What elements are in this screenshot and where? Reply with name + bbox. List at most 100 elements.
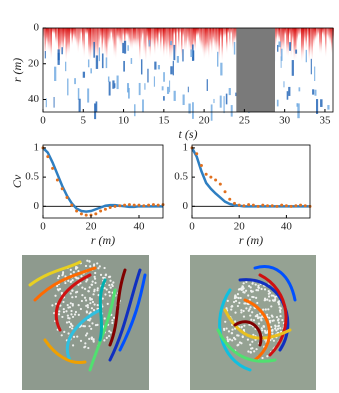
speckle <box>231 339 234 342</box>
speckle <box>227 340 230 343</box>
heatmap-texture <box>98 28 100 49</box>
data-point <box>266 204 270 208</box>
heatmap-texture <box>76 28 78 48</box>
heatmap-texture <box>53 96 55 108</box>
heatmap-texture <box>185 28 187 51</box>
heatmap-texture <box>140 28 142 46</box>
speckle <box>264 331 268 334</box>
heatmap-texture <box>211 28 213 56</box>
heatmap-texture <box>206 79 208 91</box>
y-tick-label: 40 <box>28 93 40 105</box>
speckle <box>99 273 103 276</box>
speckle <box>279 315 282 318</box>
heatmap-texture <box>229 28 231 49</box>
speckle <box>57 277 60 280</box>
speckle <box>249 286 252 289</box>
data-point <box>204 172 208 176</box>
speckle <box>267 295 271 298</box>
heatmap-texture <box>323 28 325 40</box>
heatmap-texture <box>214 28 216 50</box>
speckle <box>103 266 106 270</box>
heatmap-texture <box>108 81 111 96</box>
heatmap-texture <box>286 28 288 58</box>
heatmap-texture <box>292 28 294 44</box>
speckle <box>256 301 259 305</box>
heatmap-texture <box>145 28 147 64</box>
heatmap-texture <box>298 28 300 38</box>
speckle <box>277 301 280 305</box>
speckle <box>271 328 274 331</box>
speckle <box>226 338 229 341</box>
speckle <box>93 303 96 306</box>
y-axis-label: Cv <box>10 174 24 188</box>
speckle <box>87 290 90 293</box>
heatmap-texture <box>283 81 285 88</box>
fit-line <box>42 147 163 213</box>
speckle <box>230 308 233 311</box>
heatmap-texture <box>213 98 215 104</box>
speckle <box>90 327 93 330</box>
heatmap-texture <box>169 80 171 93</box>
heatmap-texture <box>65 28 67 63</box>
speckle <box>252 319 256 322</box>
speckle <box>276 319 280 322</box>
speckle <box>109 286 112 289</box>
data-point <box>55 178 59 182</box>
heatmap-texture <box>286 91 289 100</box>
heatmap-texture <box>302 28 304 61</box>
speckle <box>56 288 59 291</box>
heatmap-texture <box>226 28 228 55</box>
heatmap-texture <box>209 28 211 49</box>
x-tick-label: 40 <box>134 221 146 233</box>
heatmap-texture <box>105 57 108 69</box>
heatmap-texture <box>178 28 180 51</box>
speckle <box>96 287 99 290</box>
heatmap-texture <box>77 88 80 100</box>
speckle <box>237 334 240 337</box>
speckle <box>92 264 96 267</box>
speckle <box>243 324 246 327</box>
speckle <box>67 306 70 309</box>
heatmap-texture <box>304 28 306 44</box>
heatmap-texture <box>289 28 291 38</box>
heatmap-texture <box>143 28 145 57</box>
heatmap-texture <box>322 28 324 36</box>
heatmap-texture <box>140 59 143 75</box>
speckle <box>69 268 72 271</box>
speckle <box>59 304 62 307</box>
heatmap-texture <box>107 76 110 82</box>
speckle <box>76 335 79 338</box>
speckle <box>110 283 114 286</box>
heatmap-texture <box>297 103 300 119</box>
heatmap-texture <box>278 41 281 48</box>
speckle <box>248 285 251 288</box>
x-axis-label: r (m) <box>239 233 263 247</box>
heatmap-texture <box>192 102 194 119</box>
heatmap-texture <box>184 28 186 54</box>
speckle <box>259 316 263 319</box>
heatmap-texture <box>233 41 236 55</box>
heatmap-texture <box>283 28 285 54</box>
heatmap-texture <box>73 28 75 39</box>
heatmap-texture <box>123 40 127 54</box>
heatmap-texture <box>223 96 225 114</box>
heatmap-texture <box>123 60 125 72</box>
speckle <box>235 296 238 299</box>
data-point <box>209 175 213 179</box>
speckle <box>237 296 240 300</box>
heatmap-texture <box>161 28 163 44</box>
data-point <box>232 201 236 205</box>
heatmap-texture <box>127 45 129 51</box>
heatmap-texture <box>86 28 88 36</box>
data-point <box>228 197 232 201</box>
heatmap-texture <box>126 83 130 93</box>
speckle <box>88 296 92 300</box>
speckle <box>255 348 258 351</box>
heatmap-texture <box>276 99 279 107</box>
data-point <box>156 203 160 207</box>
speckle <box>71 296 74 299</box>
speckle <box>93 290 96 293</box>
heatmap-texture <box>331 28 333 56</box>
heatmap-texture <box>230 28 232 36</box>
heatmap-texture <box>109 28 111 45</box>
